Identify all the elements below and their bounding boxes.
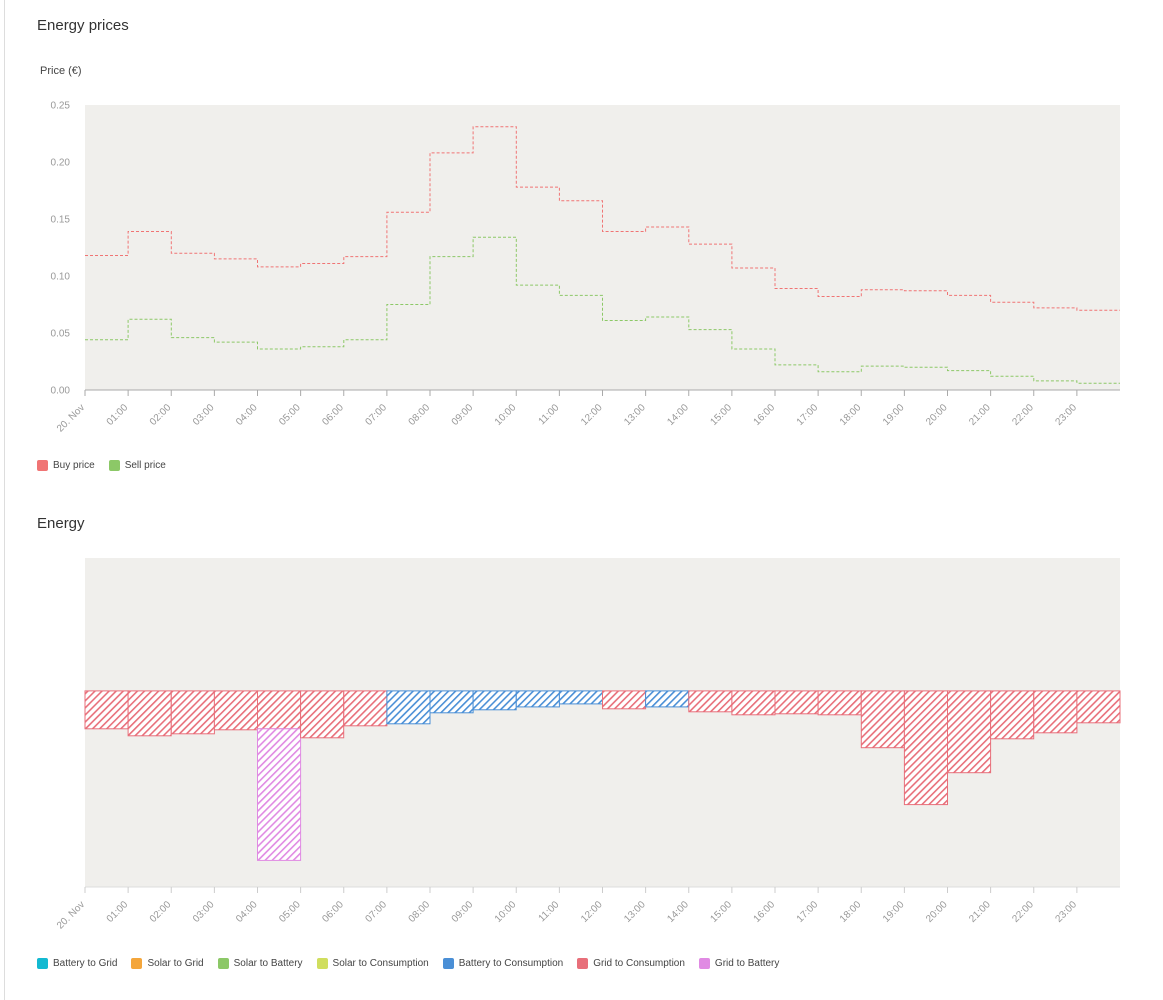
legend-label: Solar to Battery (233, 958, 303, 969)
energy-x-tick-label: 05:00 (277, 899, 303, 925)
legend-swatch (698, 958, 710, 969)
battery-to-consumption-bar (515, 690, 560, 708)
energy-chart[interactable]: 20. Nov 01:00 02:00 03:00 04:00 05:00 06:00 07:… (0, 0, 1163, 950)
energy-x-tick-label: 16:00 (752, 899, 778, 925)
prices-y-tick-label: 0.25 (51, 101, 71, 112)
legend-solar-to-grid[interactable]: Solar to Grid (131, 958, 204, 969)
prices-y-axis-label: Price (€) (40, 65, 82, 77)
energy-x-tick-label: 13:00 (622, 899, 648, 925)
grid-to-consumption-bar (688, 690, 733, 713)
legend-grid-to-consumption[interactable]: Grid to Consumption (577, 958, 685, 969)
grid-to-consumption-bar (127, 690, 172, 737)
energy-x-tick-label: 01:00 (105, 899, 131, 925)
legend-label: Battery to Consumption (458, 958, 564, 969)
legend-swatch (108, 460, 120, 471)
energy-x-tick-label: 15:00 (709, 899, 735, 925)
legend-sell-price[interactable]: Sell price (108, 460, 166, 471)
buy-price-line (85, 126, 1120, 311)
prices-legend: Buy price Sell price (37, 460, 180, 471)
prices-y-tick-label: 0.15 (51, 215, 71, 226)
battery-to-consumption-bar (558, 690, 604, 705)
energy-x-tick-label: 09:00 (450, 899, 476, 925)
legend-battery-to-grid[interactable]: Battery to Grid (37, 958, 117, 969)
legend-swatch (37, 958, 48, 969)
battery-to-consumption-bar (472, 690, 517, 711)
grid-to-consumption-bar (300, 690, 345, 739)
prices-y-tick-label: 0.00 (51, 386, 71, 397)
legend-swatch (37, 460, 48, 471)
grid-to-consumption-bar (343, 690, 388, 727)
legend-swatch (442, 958, 454, 969)
grid-to-consumption-bar (170, 690, 215, 735)
prices-chart-title: Energy prices (37, 17, 129, 34)
legend-solar-to-consumption[interactable]: Solar to Consumption (316, 958, 429, 969)
grid-to-consumption-bar (1076, 690, 1121, 724)
legend-label: Buy price (53, 460, 95, 471)
prices-y-tick-label: 0.10 (51, 272, 71, 283)
legend-solar-to-battery[interactable]: Solar to Battery (217, 958, 303, 969)
legend-label: Solar to Grid (147, 958, 204, 969)
energy-x-tick-label: 02:00 (148, 899, 174, 925)
grid-to-consumption-bar (731, 690, 776, 716)
legend-buy-price[interactable]: Buy price (37, 460, 95, 471)
prices-y-tick-label: 0.05 (51, 329, 71, 340)
legend-swatch (577, 958, 589, 969)
energy-x-tick-label: 22:00 (1010, 899, 1036, 925)
grid-to-consumption-bar (1033, 690, 1078, 734)
legend-swatch (131, 958, 143, 969)
prices-y-tick-label: 0.20 (51, 158, 71, 169)
energy-x-tick-label: 20:00 (924, 899, 950, 925)
energy-x-tick-label: 20. Nov (55, 899, 87, 931)
energy-x-tick-label: 06:00 (320, 899, 346, 925)
energy-legend: Battery to Grid Solar to Grid Solar to Bat… (37, 958, 793, 969)
battery-to-consumption-bar (645, 690, 690, 708)
energy-x-tick-label: 17:00 (795, 899, 821, 925)
legend-label: Battery to Grid (53, 958, 118, 969)
energy-x-tick-label: 23:00 (1054, 899, 1080, 925)
legend-label: Solar to Consumption (332, 958, 429, 969)
grid-to-consumption-bar (84, 690, 129, 730)
energy-x-tick-label: 03:00 (191, 899, 217, 925)
grid-to-consumption-bar (947, 690, 992, 774)
legend-label: Sell price (124, 460, 166, 471)
legend-battery-to-consumption[interactable]: Battery to Consumption (442, 958, 564, 969)
sell-price-line (85, 236, 1120, 384)
battery-to-consumption-bar (429, 690, 474, 714)
grid-to-consumption-bar (903, 690, 949, 806)
grid-to-consumption-bar (860, 690, 905, 749)
energy-x-tick-label: 08:00 (407, 899, 433, 925)
grid-to-consumption-bar (990, 690, 1035, 740)
legend-swatch (217, 958, 229, 969)
energy-chart-title: Energy (37, 515, 85, 532)
legend-grid-to-battery[interactable]: Grid to Battery (698, 958, 780, 969)
grid-to-consumption-bar (774, 690, 819, 715)
grid-to-consumption-bar (817, 690, 862, 716)
energy-x-tick-label: 19:00 (881, 899, 907, 925)
energy-x-tick-label: 18:00 (838, 899, 864, 925)
legend-swatch (316, 958, 328, 969)
energy-x-tick-label: 12:00 (579, 899, 605, 925)
page-left-border (4, 0, 5, 1000)
energy-x-tick-label: 07:00 (364, 899, 390, 925)
energy-x-tick-label: 10:00 (493, 899, 519, 925)
legend-label: Grid to Battery (714, 958, 780, 969)
battery-to-consumption-bar (386, 690, 431, 725)
grid-to-consumption-bar (602, 690, 647, 710)
grid-to-battery-bar (257, 728, 302, 861)
energy-x-tick-label: 11:00 (537, 899, 562, 924)
energy-x-tick-label: 14:00 (665, 899, 691, 925)
grid-to-consumption-bar (257, 690, 302, 730)
grid-to-consumption-bar (213, 690, 258, 731)
energy-x-tick-label: 21:00 (967, 899, 993, 925)
energy-x-tick-label: 04:00 (234, 899, 260, 925)
legend-label: Grid to Consumption (593, 958, 685, 969)
